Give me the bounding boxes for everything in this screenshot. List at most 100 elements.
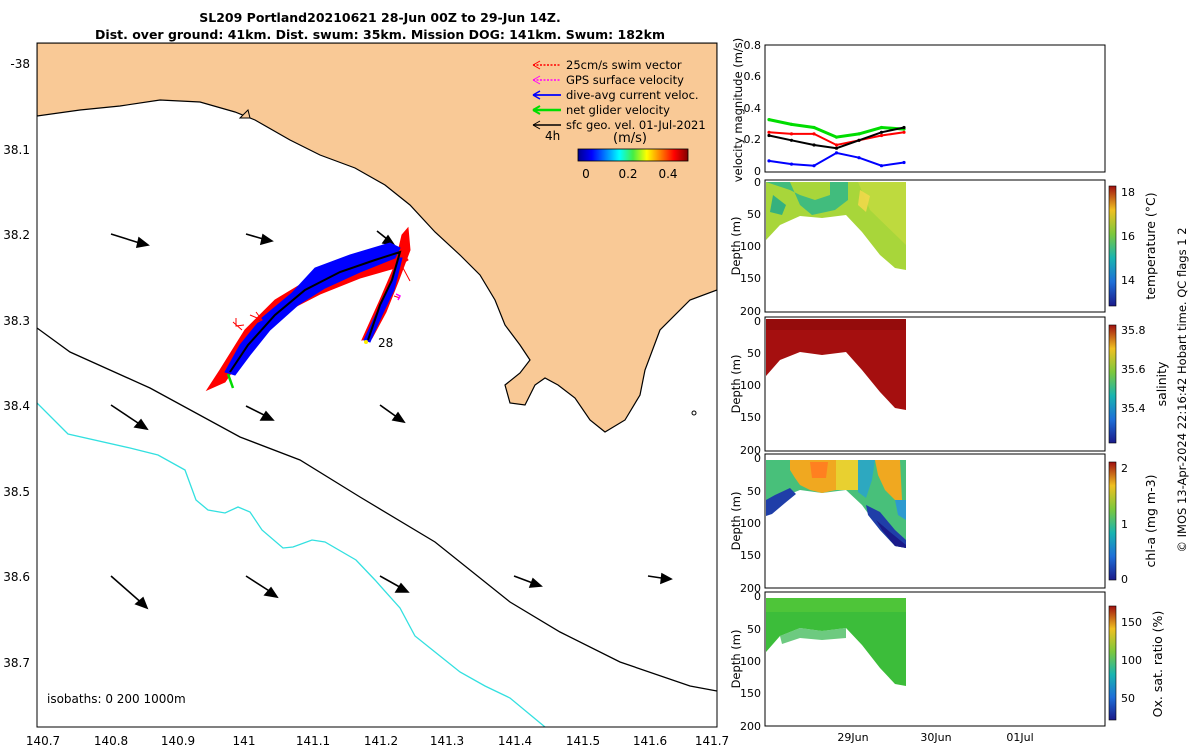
velocity-point [857,156,861,160]
velocity-point [789,162,794,166]
velocity-point [902,125,906,130]
sal-cbar-tick: 35.8 [1121,324,1146,337]
plot-title-line1: SL209 Portland20210621 28-Jun 00Z to 29-… [199,10,561,25]
chla-colorbar [1108,461,1117,581]
salinity-panel: 0 50 100 150 200 Depth (m) 35.8 35.6 35.… [729,315,1169,457]
lat-tick: 38.1 [3,143,30,157]
net-velocity-segment [226,373,235,389]
sal-cbar-tick: 35.6 [1121,363,1146,376]
lon-tick: 141.4 [498,734,532,748]
velocity-point [812,143,816,147]
lat-tick: 38.6 [3,570,30,584]
lat-tick: 38.5 [3,485,30,499]
velocity-point [879,164,884,168]
depth-tick: 200 [740,720,761,733]
date-tick: 30Jun [920,731,951,744]
velocity-point [767,118,771,122]
depth-tick: 200 [740,582,761,595]
legend-current-velocity: dive-avg current veloc. [566,88,699,102]
velocity-point [812,164,816,168]
lon-tick: 140.7 [26,734,60,748]
vel-tick: 0.4 [744,102,762,115]
plot-title-line2: Dist. over ground: 41km. Dist. swum: 35k… [95,27,665,42]
velocity-point [834,146,839,150]
lon-tick: 140.8 [94,734,128,748]
credit-text: © IMOS 13-Apr-2024 22:16:42 Hobart time.… [1175,227,1189,552]
depth-tick: 100 [740,517,761,530]
lon-tick: 141 [233,734,256,748]
date-tick: 29Jun [837,731,868,744]
isobath-200m [37,327,717,692]
temperature-panel: 0 50 100 150 200 Depth (m) 18 16 14 temp… [729,176,1158,318]
vel-tick: 0.2 [744,133,762,146]
velocity-point [767,159,771,163]
start-date-label: 28 [378,336,393,350]
depth-tick: 150 [740,549,761,562]
depth-tick: 100 [740,379,761,392]
velocity-point [812,125,816,130]
depth-tick: 50 [747,485,761,498]
chla-cbar-tick: 0 [1121,573,1128,586]
velocity-point [789,132,794,136]
chla-cbar-label: chl-a (mg m-3) [1143,475,1158,568]
time-marker-label: 4h [545,129,560,143]
velocity-point [767,130,771,134]
colorbar-unit: (m/s) [613,131,647,146]
vel-tick: 0.6 [744,70,762,83]
chla-ylabel: Depth (m) [729,492,743,551]
velocity-point [834,151,839,155]
colorbar-tick-0: 0 [582,167,590,181]
oxygen-panel: 0 50 100 150 200 Depth (m) 150 100 50 Ox… [729,590,1165,733]
map-latitude-ticks: -38 38.1 38.2 38.3 38.4 38.5 38.6 38.7 [3,57,30,670]
lat-tick: 38.7 [3,656,30,670]
depth-tick: 200 [740,444,761,457]
velocity-point [767,133,771,138]
velocity-series [767,118,906,168]
lon-tick: 141.7 [695,734,729,748]
depth-tick: 0 [754,452,761,465]
glider-track [205,226,411,392]
lon-tick: 141.6 [633,734,667,748]
depth-tick: 0 [754,176,761,189]
depth-tick: 50 [747,623,761,636]
velocity-point [857,132,861,136]
temperature-colorbar [1108,185,1117,307]
lat-tick: 38.2 [3,228,30,242]
depth-tick: 50 [747,208,761,221]
date-tick: 01Jul [1006,731,1033,744]
velocity-point [834,135,839,139]
ox-cbar-tick: 100 [1121,654,1142,667]
chla-cbar-tick: 1 [1121,518,1128,531]
vel-tick: 0.8 [744,39,762,52]
depth-tick: 150 [740,272,761,285]
lon-tick: 141.2 [364,734,398,748]
velocity-point [789,122,794,126]
map-legend: 25cm/s swim vector GPS surface velocity … [532,58,706,181]
ox-cbar-tick: 50 [1121,692,1135,705]
legend-geo-velocity: sfc geo. vel. 01-Jul-2021 [566,118,706,132]
depth-tick: 100 [740,240,761,253]
lat-tick: 38.3 [3,314,30,328]
lon-tick: 141.5 [566,734,600,748]
lon-tick: 141.1 [296,734,330,748]
oxygen-ylabel: Depth (m) [729,630,743,689]
oxygen-cbar-label: Ox. sat. ratio (%) [1150,611,1165,718]
velocity-point [879,125,884,130]
velocity-point [789,138,794,142]
lon-tick: 140.9 [161,734,195,748]
velocity-point [879,133,884,138]
temp-cbar-tick: 16 [1121,230,1135,243]
net-glider-track [229,250,402,373]
land-mass [37,43,717,433]
oxygen-colorbar [1108,605,1117,721]
velocity-point [834,143,839,147]
depth-tick: 0 [754,590,761,603]
velocity-point [812,132,816,136]
depth-tick: 150 [740,687,761,700]
depth-tick: 150 [740,411,761,424]
velocity-point [902,130,906,134]
salinity-colorbar [1108,324,1117,444]
temp-cbar-tick: 14 [1121,274,1135,287]
lon-tick: 141.3 [430,734,464,748]
